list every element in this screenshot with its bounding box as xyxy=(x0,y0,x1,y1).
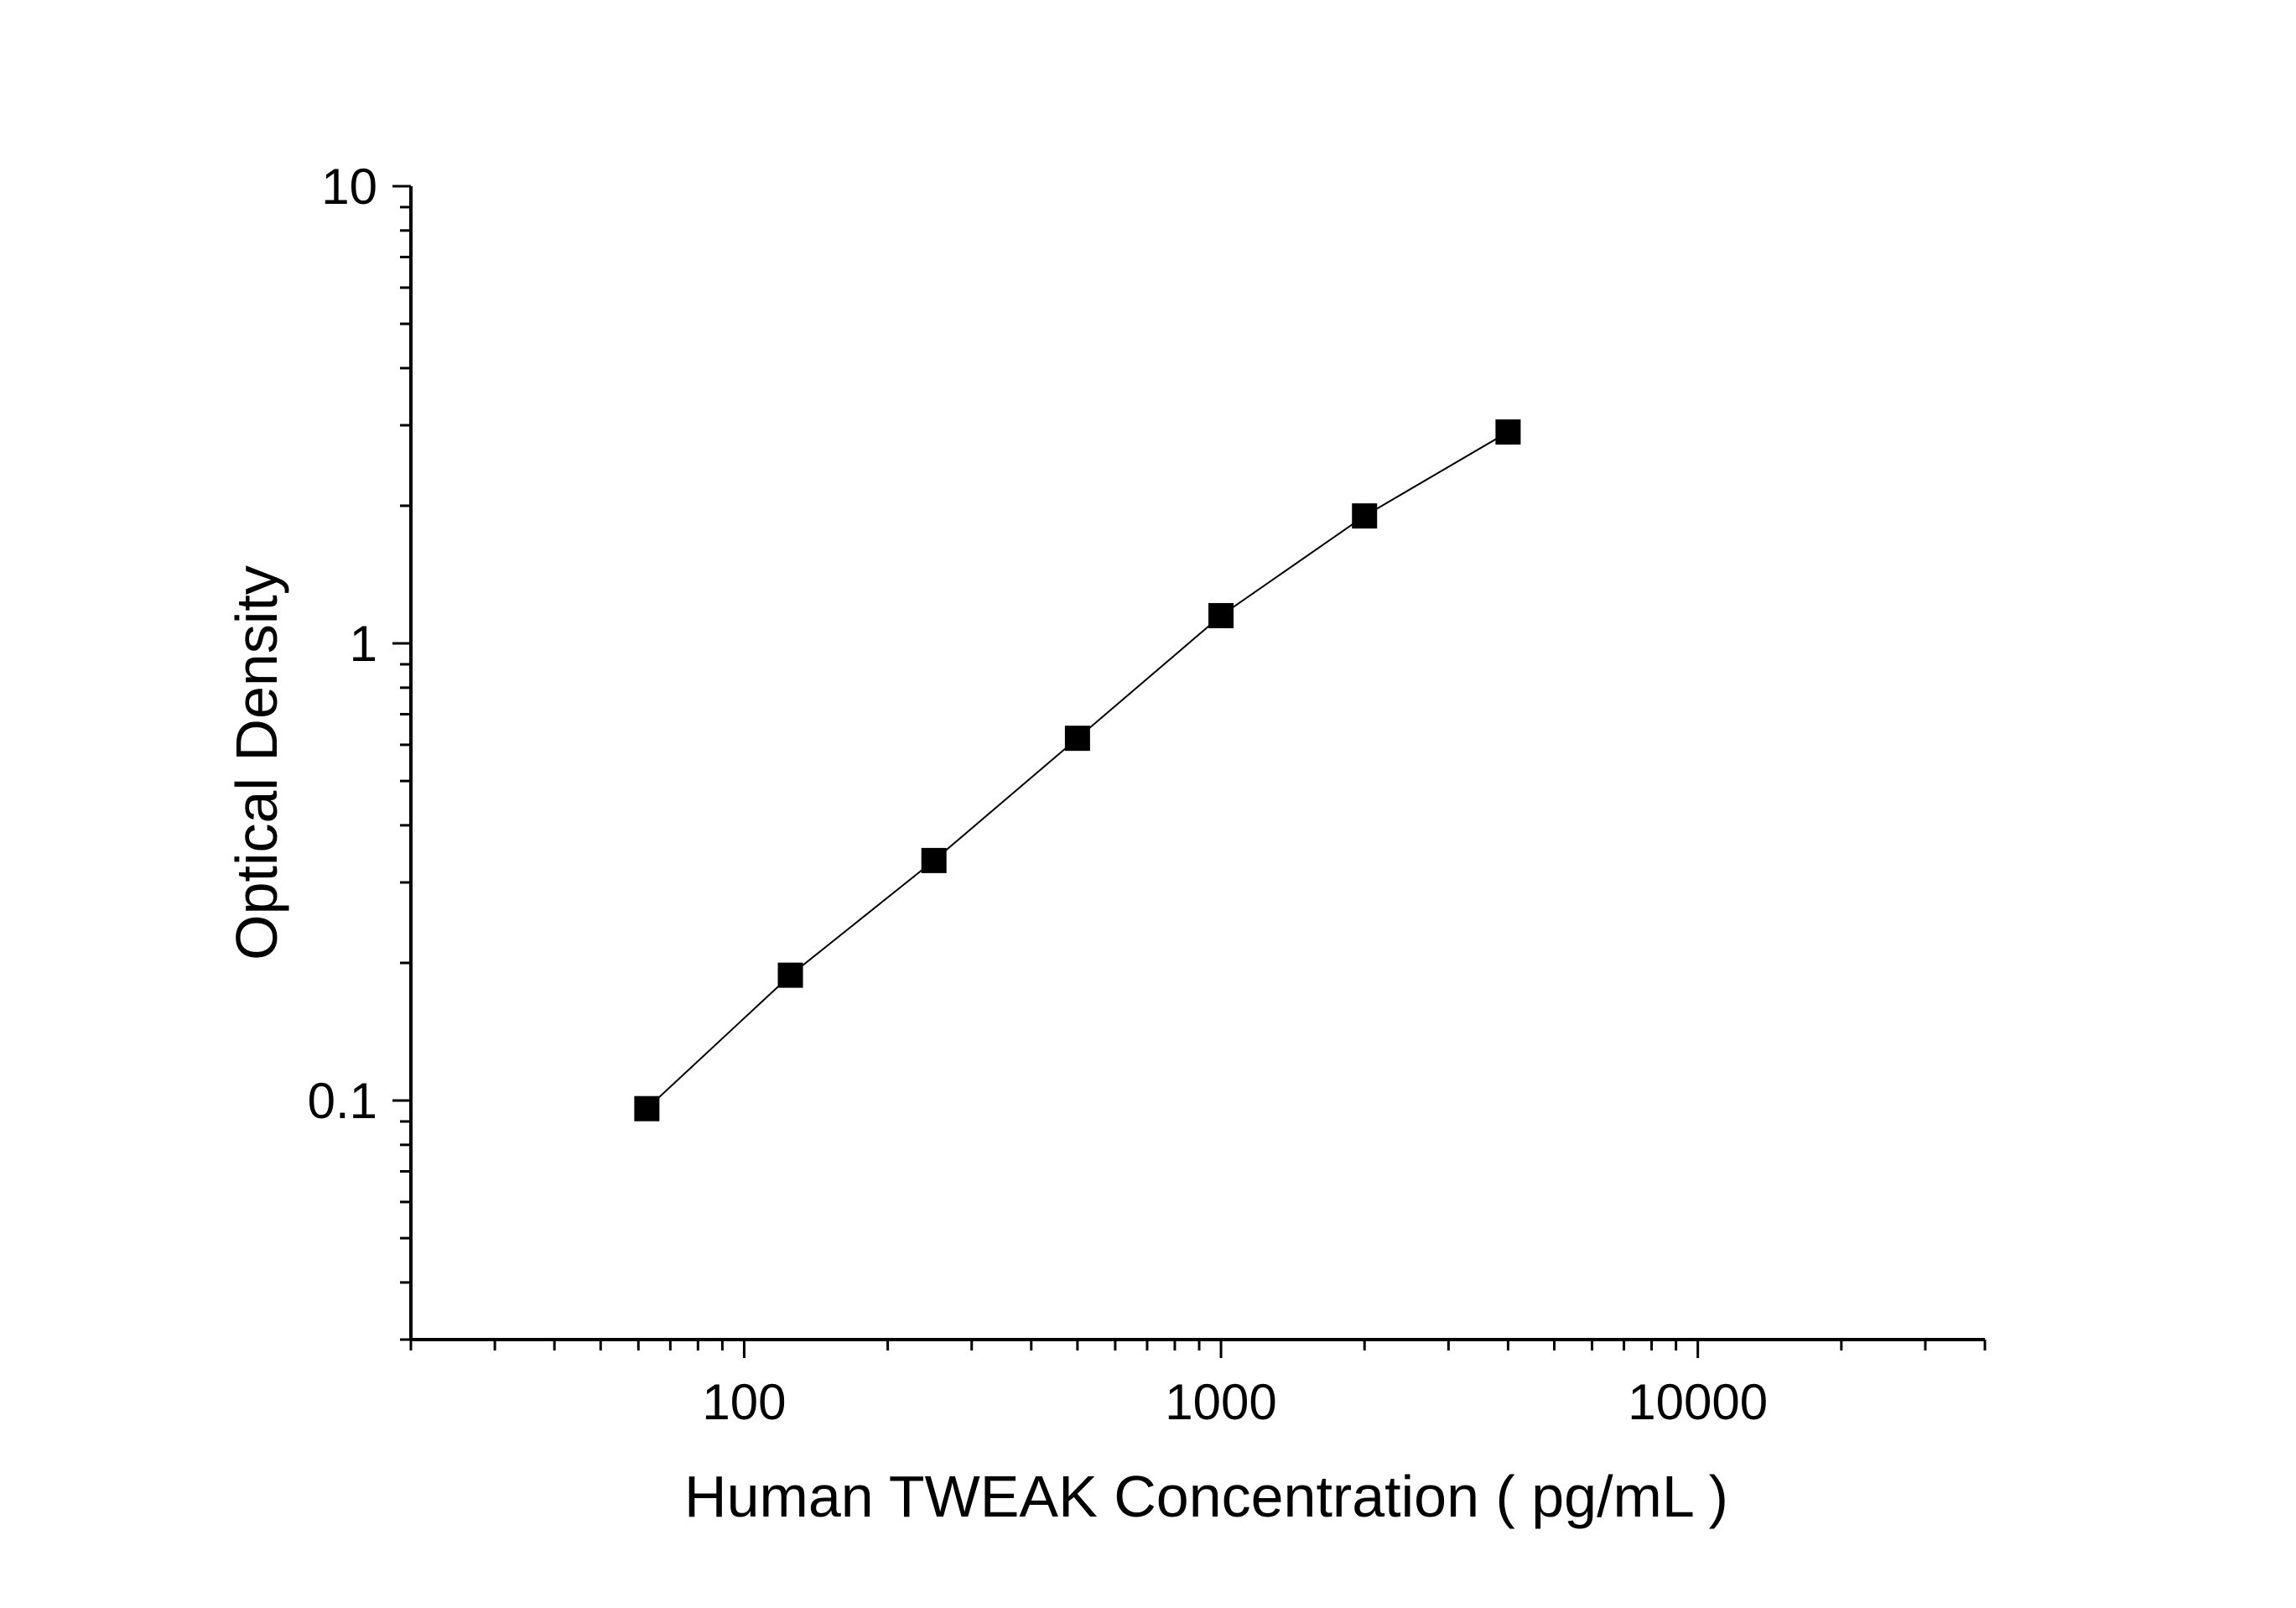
x-tick-label: 100 xyxy=(702,1374,786,1430)
data-point-marker xyxy=(634,1095,660,1121)
data-series xyxy=(634,419,1521,1121)
data-point-marker xyxy=(777,962,803,988)
axes: 100 1000 10000 0.1 1 10 xyxy=(308,159,1987,1430)
y-tick-label: 0.1 xyxy=(308,1073,377,1129)
series-line xyxy=(646,431,1509,1110)
y-tick-label: 10 xyxy=(321,159,377,215)
data-point-marker xyxy=(1495,419,1521,445)
y-tick-label: 1 xyxy=(350,616,377,672)
x-tick-label: 10000 xyxy=(1628,1374,1768,1430)
data-point-marker xyxy=(921,847,947,873)
data-point-marker xyxy=(1352,503,1378,529)
y-axis-title: Optical Density xyxy=(224,565,289,960)
x-tick-label: 1000 xyxy=(1165,1374,1276,1430)
x-axis-title: Human TWEAK Concentration ( pg/mL ) xyxy=(684,1464,1728,1529)
data-point-marker xyxy=(1064,726,1090,752)
data-point-marker xyxy=(1208,602,1234,628)
